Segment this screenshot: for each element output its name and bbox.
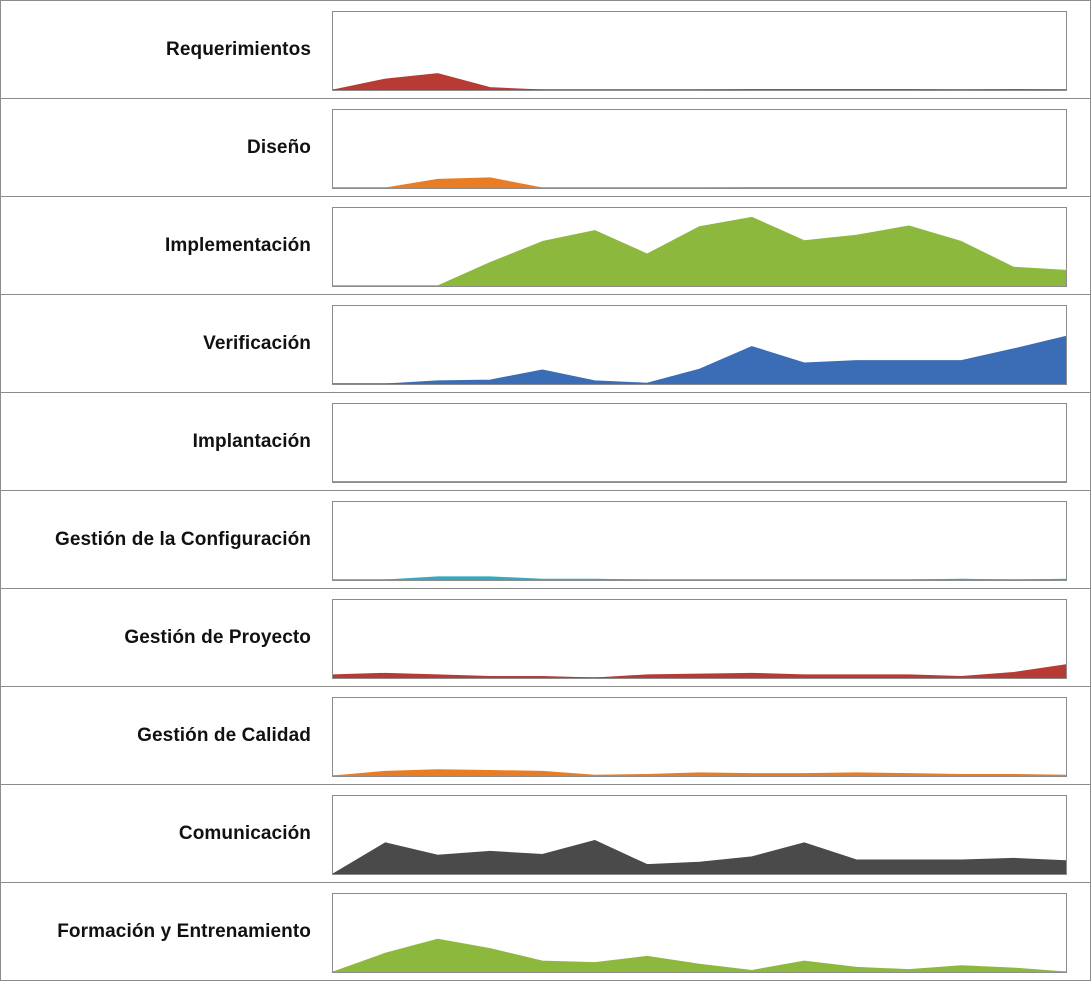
series-label: Gestión de Calidad bbox=[137, 724, 311, 746]
series-label: Formación y Entrenamiento bbox=[57, 920, 311, 942]
series-label: Implementación bbox=[164, 234, 311, 256]
plot-area-implantacion bbox=[332, 403, 1067, 483]
chart-row-implementacion: Implementación bbox=[0, 196, 1091, 294]
series-label: Gestión de Proyecto bbox=[124, 626, 311, 648]
chart-row-gestion-configuracion: Gestión de la Configuración bbox=[0, 490, 1091, 588]
chart-row-requerimientos: Requerimientos bbox=[0, 0, 1091, 98]
plot-area-diseno bbox=[332, 109, 1067, 189]
series-area bbox=[333, 769, 1066, 776]
plot-area-gestion-configuracion bbox=[332, 501, 1067, 581]
series-area bbox=[333, 216, 1066, 286]
plot-svg bbox=[333, 335, 1066, 384]
plot-area-gestion-proyecto bbox=[332, 599, 1067, 679]
series-label: Implantación bbox=[192, 430, 311, 452]
plot-area-verificacion bbox=[332, 305, 1067, 385]
series-label: Requerimientos bbox=[166, 38, 311, 60]
plot-svg bbox=[333, 576, 1066, 580]
series-area bbox=[333, 335, 1066, 384]
plot-area-requerimientos bbox=[332, 11, 1067, 91]
plot-svg bbox=[333, 839, 1066, 874]
series-area bbox=[333, 73, 1066, 90]
plot-svg bbox=[333, 177, 1066, 188]
series-label: Gestión de la Configuración bbox=[54, 528, 311, 550]
chart-row-comunicacion: Comunicación bbox=[0, 784, 1091, 882]
plot-svg bbox=[333, 769, 1066, 776]
series-area bbox=[333, 839, 1066, 874]
series-label: Diseño bbox=[247, 136, 311, 158]
plot-svg bbox=[333, 73, 1066, 90]
plot-area-implementacion bbox=[332, 207, 1067, 287]
plot-svg bbox=[333, 481, 1066, 482]
plot-svg bbox=[333, 216, 1066, 286]
chart-row-gestion-proyecto: Gestión de Proyecto bbox=[0, 588, 1091, 686]
chart-row-formacion: Formación y Entrenamiento bbox=[0, 882, 1091, 981]
chart-row-verificacion: Verificación bbox=[0, 294, 1091, 392]
series-area bbox=[333, 938, 1066, 972]
chart-row-diseno: Diseño bbox=[0, 98, 1091, 196]
plot-area-formacion bbox=[332, 893, 1067, 973]
series-area bbox=[333, 576, 1066, 580]
plot-svg bbox=[333, 664, 1066, 678]
chart-row-implantacion: Implantación bbox=[0, 392, 1091, 490]
plot-area-gestion-calidad bbox=[332, 697, 1067, 777]
series-area bbox=[333, 177, 1066, 188]
series-area bbox=[333, 664, 1066, 678]
plot-svg bbox=[333, 938, 1066, 972]
chart-row-gestion-calidad: Gestión de Calidad bbox=[0, 686, 1091, 784]
series-label: Verificación bbox=[203, 332, 311, 354]
plot-area-comunicacion bbox=[332, 795, 1067, 875]
series-label: Comunicación bbox=[178, 822, 311, 844]
